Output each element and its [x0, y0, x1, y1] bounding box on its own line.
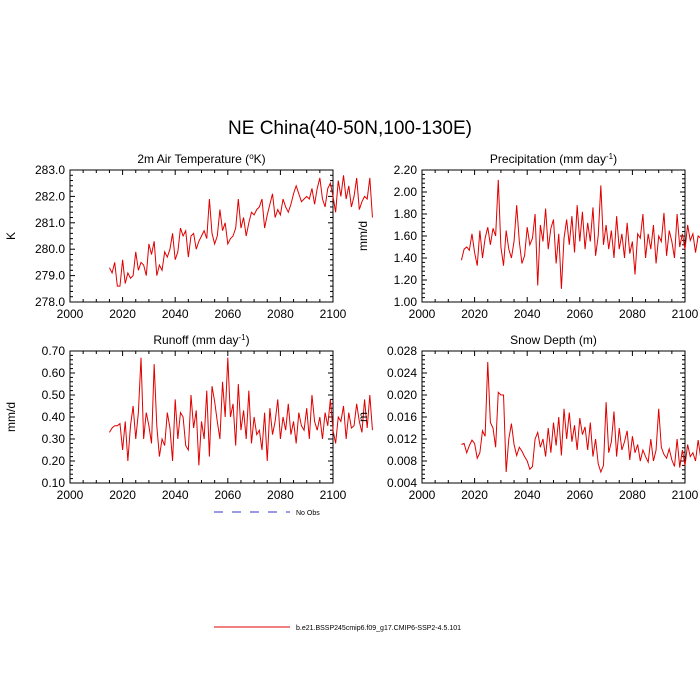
panel-runoff: Runoff (mm day-1) mm/d 2000 2020 2040 2060 208…: [4, 333, 373, 502]
y-tick-label: 0.024: [387, 366, 417, 380]
panel-title: 2m Air Temperature (oK): [137, 152, 265, 167]
y-tick-label: 0.40: [42, 410, 66, 424]
y-tick-label: 1.00: [394, 295, 418, 309]
series-line: [109, 357, 373, 466]
y-axis-label: mm/d: [4, 402, 18, 432]
y-tick-label: 2.20: [394, 163, 418, 177]
y-tick-label: 279.0: [35, 269, 65, 283]
y-tick-label: 0.004: [387, 476, 417, 490]
x-tick-label: 2000: [409, 488, 436, 502]
x-tick-label: 2000: [409, 307, 436, 321]
panel-snow-depth: Snow Depth (m) m 2000 2020 2040 2060 2080 2100 0…: [356, 333, 700, 502]
y-axis-label: K: [4, 232, 18, 240]
y-tick-label: 0.028: [387, 344, 417, 358]
series-line: [460, 179, 700, 289]
x-tick-label: 2080: [267, 488, 294, 502]
figure-title: NE China(40-50N,100-130E): [228, 118, 472, 139]
y-axis-label: m: [356, 412, 370, 422]
x-tick-label: 2060: [566, 307, 593, 321]
y-tick-label: 0.016: [387, 410, 417, 424]
x-tick-label: 2060: [214, 488, 241, 502]
y-tick-label: 0.008: [387, 454, 417, 468]
plot-frame: [421, 350, 686, 484]
x-tick-label: 2100: [320, 307, 347, 321]
y-tick-label: 0.60: [42, 366, 66, 380]
x-tick-label: 2040: [162, 307, 189, 321]
x-tick-label: 2000: [57, 488, 84, 502]
panel-title: Snow Depth (m): [510, 333, 597, 347]
y-tick-label: 280.0: [35, 242, 65, 256]
x-tick-label: 2040: [514, 488, 541, 502]
x-tick-label: 2020: [461, 307, 488, 321]
legend-obs-label: No Obs: [296, 510, 320, 517]
panel-title: Runoff (mm day-1): [153, 333, 249, 348]
y-tick-label: 282.0: [35, 189, 65, 203]
x-tick-label: 2020: [109, 488, 136, 502]
y-tick-label: 0.012: [387, 432, 417, 446]
plot-frame: [421, 169, 686, 303]
panel-air-temperature: 2m Air Temperature (oK) K 2000 2020 2040 2060…: [4, 152, 373, 321]
y-tick-label: 2.00: [394, 185, 418, 199]
y-tick-label: 1.80: [394, 207, 418, 221]
y-tick-label: 1.60: [394, 229, 418, 243]
x-tick-label: 2000: [57, 307, 84, 321]
series-line: [461, 361, 700, 474]
panel-title: Precipitation (mm day-1): [490, 152, 617, 167]
x-tick-label: 2100: [672, 488, 699, 502]
x-tick-label: 2020: [461, 488, 488, 502]
y-tick-label: 1.40: [394, 251, 418, 265]
series-line: [109, 175, 373, 287]
y-tick-label: 1.20: [394, 273, 418, 287]
y-tick-label: 0.70: [42, 344, 66, 358]
y-tick-label: 0.50: [42, 388, 66, 402]
legend-model-label: b.e21.BSSP245cmip6.f09_g17.CMIP6-SSP2-4.…: [296, 625, 461, 632]
y-tick-label: 0.020: [387, 388, 417, 402]
y-tick-label: 0.10: [42, 476, 66, 490]
x-tick-label: 2060: [214, 307, 241, 321]
y-tick-label: 278.0: [35, 295, 65, 309]
y-axis-label: mm/d: [356, 221, 370, 251]
x-tick-label: 2040: [514, 307, 541, 321]
x-tick-label: 2100: [672, 307, 699, 321]
x-tick-label: 2080: [619, 307, 646, 321]
x-tick-label: 2080: [267, 307, 294, 321]
x-tick-label: 2100: [320, 488, 347, 502]
y-tick-label: 281.0: [35, 216, 65, 230]
y-tick-label: 0.20: [42, 454, 66, 468]
plot-frame: [69, 350, 334, 484]
x-tick-label: 2020: [109, 307, 136, 321]
panel-precipitation: Precipitation (mm day-1) mm/d 2000 2020 2040…: [356, 152, 700, 321]
x-tick-label: 2080: [619, 488, 646, 502]
legend: No Obs b.e21.BSSP245cmip6.f09_g17.CMIP6-…: [214, 510, 461, 632]
x-tick-label: 2040: [162, 488, 189, 502]
x-tick-label: 2060: [566, 488, 593, 502]
y-tick-label: 0.30: [42, 432, 66, 446]
y-tick-label: 283.0: [35, 163, 65, 177]
